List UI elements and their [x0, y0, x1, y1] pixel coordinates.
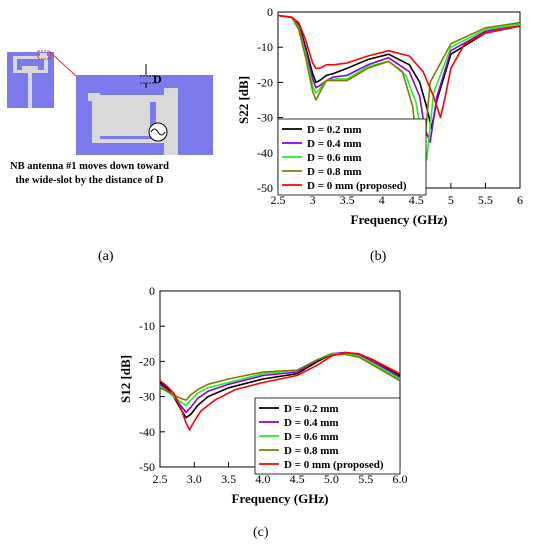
- s22-legend-label: D = 0.4 mm: [307, 138, 362, 150]
- s22-legend-label: D = 0.2 mm: [307, 124, 362, 136]
- s12-y-tick-label: -50: [139, 460, 155, 474]
- s22-legend-box: [277, 118, 427, 196]
- s12-series-line-4: [159, 353, 401, 401]
- caption-line-1: NB antenna #1 moves down toward: [10, 161, 169, 172]
- s12-series-line-5: [159, 351, 401, 431]
- s12-x-tick-label: 3.5: [221, 472, 236, 486]
- zoomed-board-view: D: [76, 64, 213, 155]
- s12-legend-label: D = 0 mm (proposed): [284, 459, 384, 471]
- s12-y-tick-label: -40: [139, 425, 155, 439]
- s12-legend: D = 0.2 mm D = 0.4 mm D = 0.6 mm D = 0.8 mm…: [254, 397, 401, 475]
- s12-legend-box: [254, 397, 401, 475]
- s22-y-tick-label: -40: [257, 146, 273, 160]
- s22-x-tick-label: 6: [517, 193, 523, 207]
- s22-series-line-4: [277, 14, 521, 179]
- s12-legend-label: D = 0.4 mm: [284, 417, 339, 429]
- s22-y-tick-label: -50: [257, 181, 273, 195]
- panel-label-c: (c): [253, 525, 269, 540]
- s22-y-tick-label: 0: [267, 5, 273, 19]
- s12-legend-label: D = 0.2 mm: [284, 403, 339, 415]
- s12-x-tick-label: 3.0: [187, 472, 202, 486]
- s12-y-tick-label: -30: [139, 390, 155, 404]
- s22-x-tick-label: 5: [448, 193, 454, 207]
- s12-chart: 2.5 3.0 3.5 4.0 4.5 5.0 5.5 6.0 0 -10 -20 -30 -40 -50…: [120, 284, 408, 506]
- schematic-caption: NB antenna #1 moves down toward the wide…: [2, 160, 177, 188]
- s12-y-tick-label: -20: [139, 354, 155, 368]
- s12-x-tick-label: 5.5: [358, 472, 373, 486]
- s12-x-tick-label: 4.0: [255, 472, 270, 486]
- s12-legend-label: D = 0.8 mm: [284, 445, 339, 457]
- full-board-thumbnail: [7, 50, 54, 108]
- caption-line-2: the wide-slot by the distance of D: [15, 175, 164, 186]
- distance-label: D: [153, 72, 162, 86]
- s22-legend-label: D = 0 mm (proposed): [307, 180, 407, 192]
- s12-x-tick-label: 2.5: [153, 472, 168, 486]
- s22-y-tick-label: -10: [257, 40, 273, 54]
- panel-label-a: (a): [98, 249, 114, 264]
- s12-x-tick-label: 4.5: [290, 472, 305, 486]
- s22-x-tick-label: 3.5: [340, 193, 355, 207]
- s22-x-axis-label: Frequency (GHz): [351, 212, 448, 227]
- s22-x-tick-label: 3: [310, 193, 316, 207]
- s22-x-tick-label: 4: [379, 193, 385, 207]
- s22-legend-label: D = 0.6 mm: [307, 152, 362, 164]
- s22-series-line-5: [277, 14, 521, 119]
- s22-x-tick-label: 5.5: [478, 193, 493, 207]
- s12-y-tick-label: -10: [139, 319, 155, 333]
- zoom-connector: [49, 51, 77, 77]
- s22-x-tick-label: 2.5: [271, 193, 286, 207]
- s12-x-tick-label: 6.0: [393, 472, 408, 486]
- s22-legend-label: D = 0.8 mm: [307, 166, 362, 178]
- s22-y-tick-label: -20: [257, 75, 273, 89]
- s22-legend: D = 0.2 mm D = 0.4 mm D = 0.6 mm D = 0.8 mm…: [277, 118, 427, 196]
- antenna-schematic: D: [7, 50, 213, 155]
- s12-x-tick-label: 5.0: [324, 472, 339, 486]
- s22-chart: 2.5 3 3.5 4 4.5 5 5.5 6 0 -10 -20 -30 -40 -50 Frequenc…: [236, 5, 523, 227]
- s22-x-tick-label: 4.5: [409, 193, 424, 207]
- s12-legend-label: D = 0.6 mm: [284, 431, 339, 443]
- s12-y-axis-label: S12 [dB]: [120, 355, 133, 403]
- s22-y-tick-label: -30: [257, 111, 273, 125]
- s22-y-axis-label: S22 [dB]: [236, 76, 251, 124]
- panel-label-b: (b): [370, 249, 387, 264]
- s12-y-tick-label: 0: [149, 284, 155, 298]
- s12-series-line-3: [159, 352, 401, 407]
- s12-x-axis-label: Frequency (GHz): [232, 491, 329, 506]
